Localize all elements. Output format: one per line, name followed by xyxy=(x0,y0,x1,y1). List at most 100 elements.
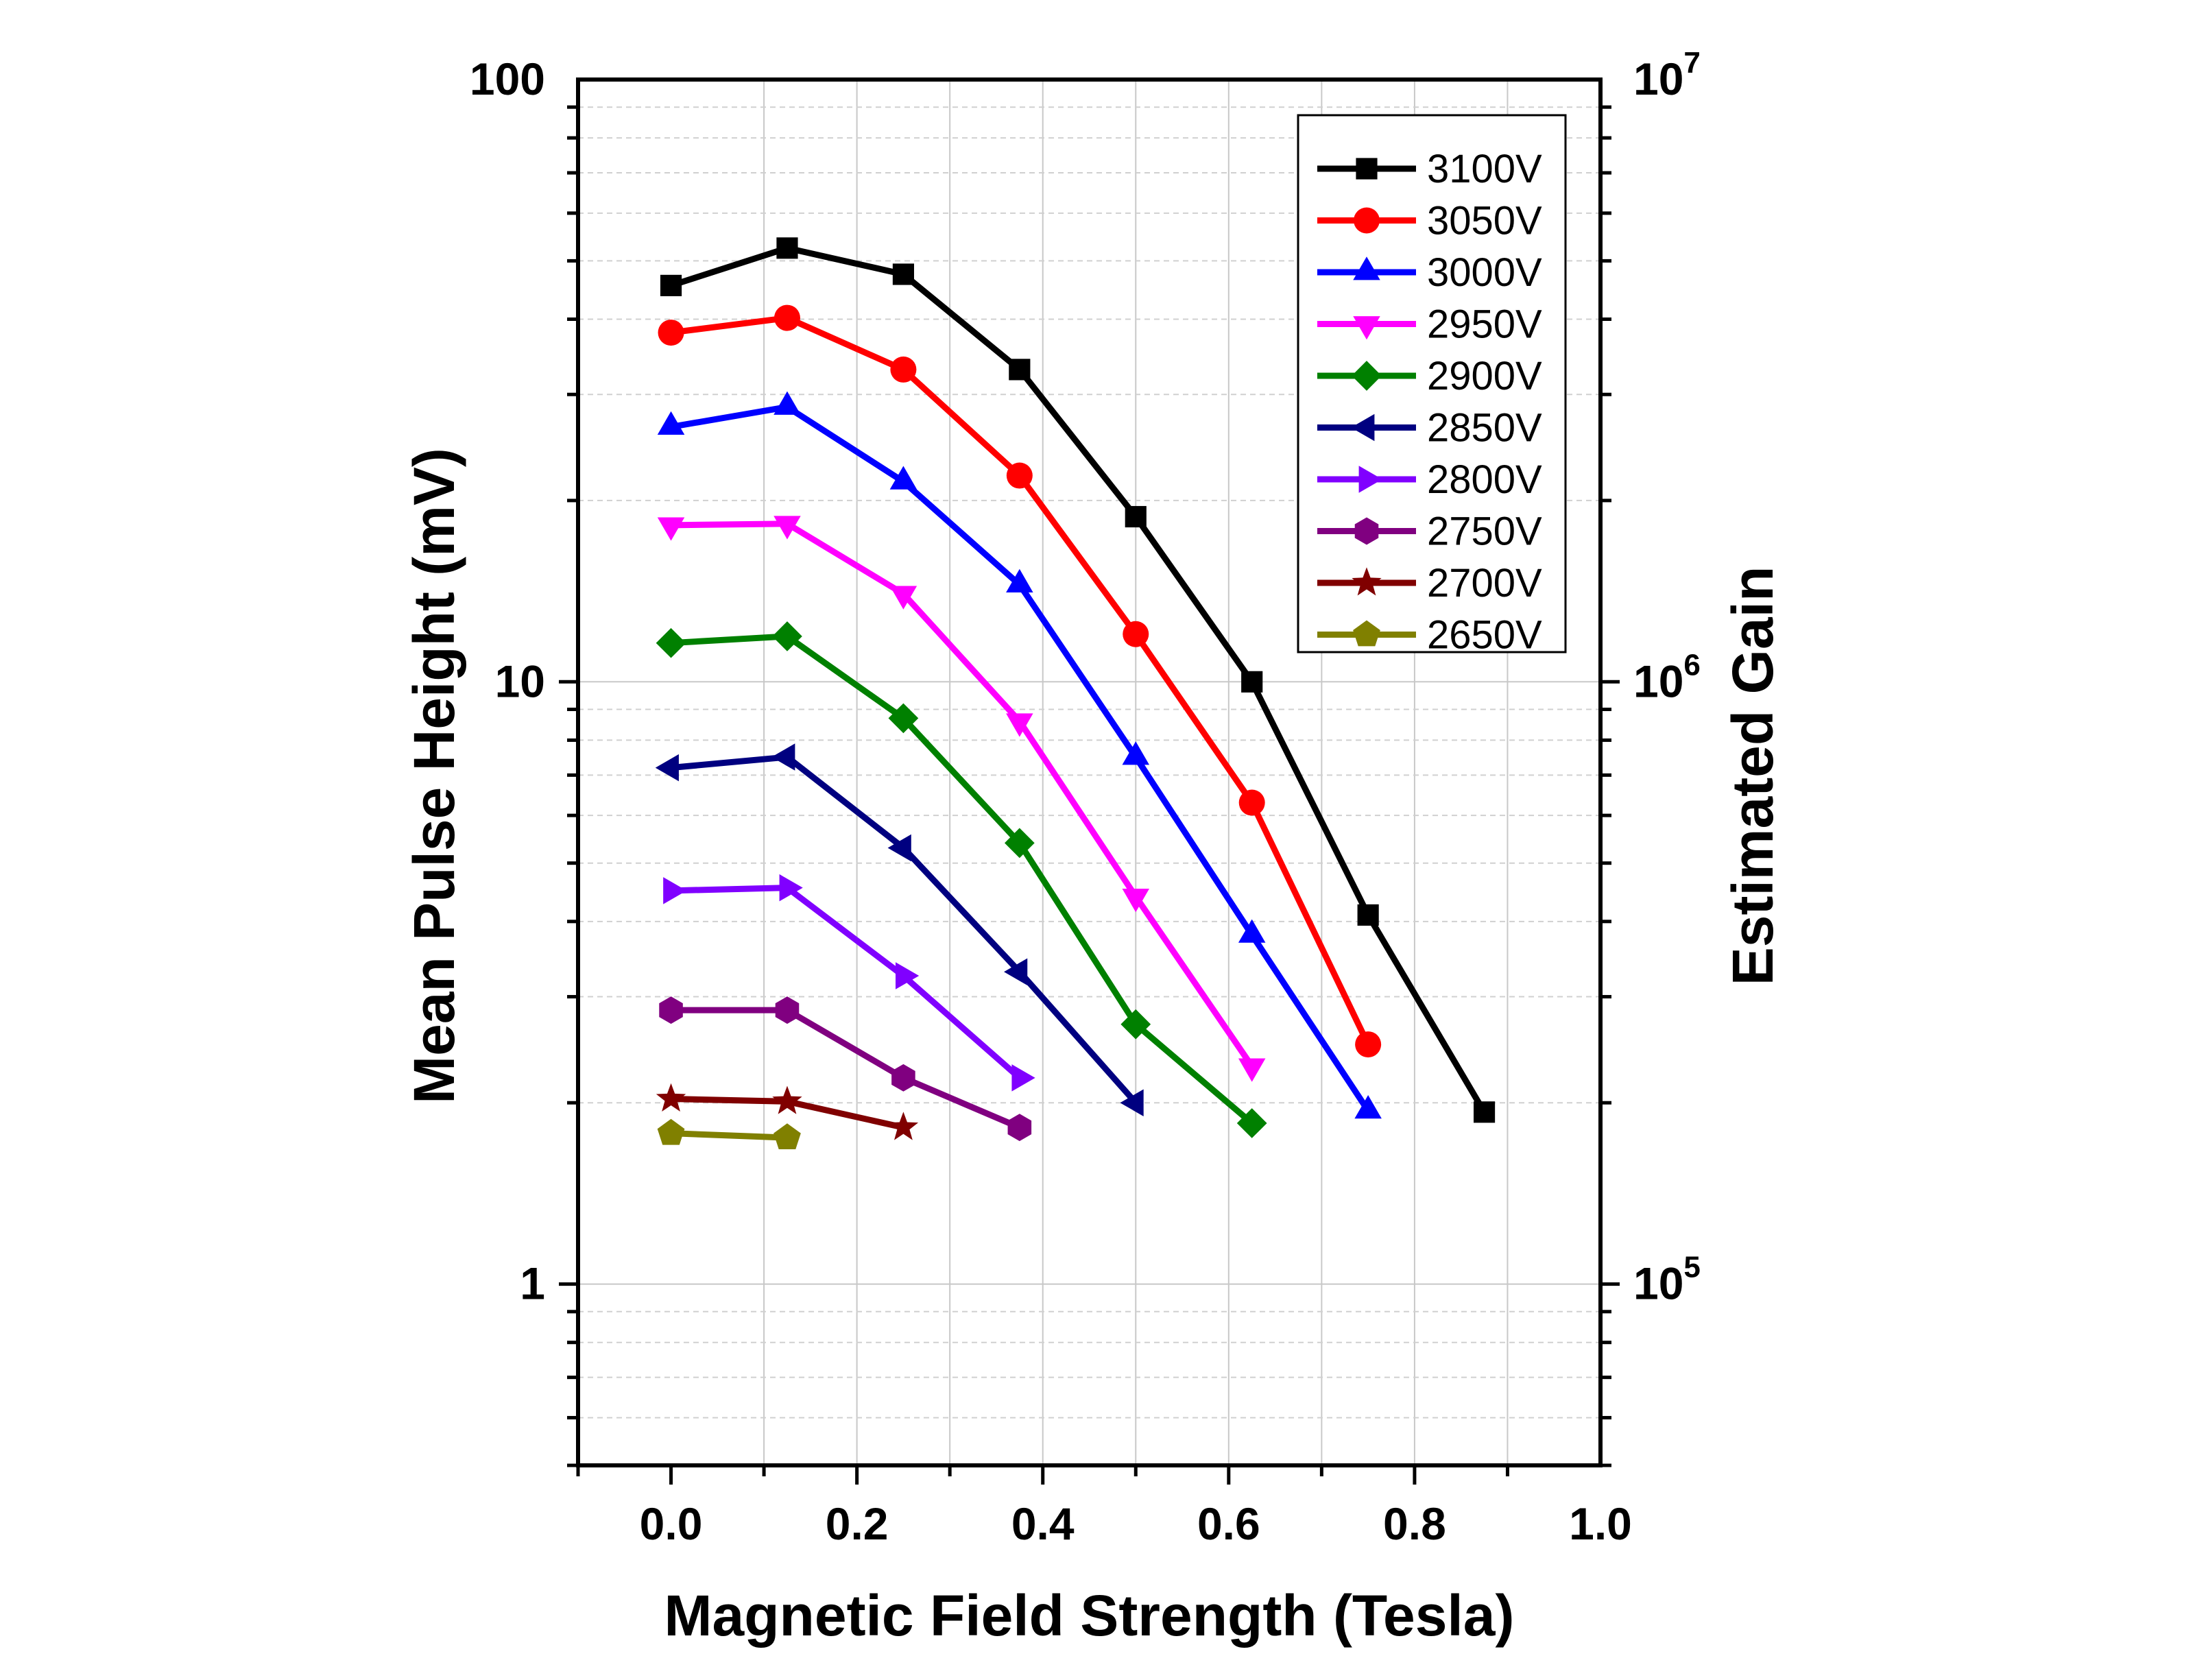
marker-triangle-right xyxy=(1011,1064,1035,1092)
marker-square xyxy=(1357,904,1379,926)
x-tick-label: 0.0 xyxy=(640,1498,703,1549)
marker-circle xyxy=(890,356,917,383)
marker-circle xyxy=(1355,1031,1382,1058)
legend-label: 2700V xyxy=(1427,561,1542,605)
series-line xyxy=(671,1130,788,1141)
legend-label: 2800V xyxy=(1427,457,1542,502)
legend: 3100V 3050V 3000V 2950V 2900V 2850V 2800V 2750V… xyxy=(1297,114,1567,658)
legend-item: 2750V xyxy=(1317,509,1542,554)
marker-triangle-down xyxy=(1006,713,1033,737)
y2-tick-label: 107 xyxy=(1633,46,1701,104)
series-line xyxy=(671,885,1022,1081)
legend-label: 2750V xyxy=(1427,509,1542,554)
marker-square xyxy=(1241,671,1263,693)
y2-tick-label: 105 xyxy=(1633,1251,1701,1309)
series-2750V xyxy=(659,996,1032,1142)
series-layer xyxy=(655,237,1496,1150)
legend-box xyxy=(1297,114,1567,653)
marker-triangle-up xyxy=(1353,256,1380,280)
marker-diamond xyxy=(656,627,686,658)
plot-frame xyxy=(576,77,1603,1467)
marker-triangle-left xyxy=(1351,413,1375,442)
marker-hexagon xyxy=(659,996,683,1024)
legend-item: 3100V xyxy=(1317,147,1542,191)
marker-hexagon xyxy=(1354,517,1379,545)
marker-square xyxy=(1356,158,1378,180)
marker-star xyxy=(656,1083,686,1112)
legend-item: 3050V xyxy=(1317,199,1542,243)
legend-label: 3050V xyxy=(1427,199,1542,243)
marker-diamond xyxy=(1004,828,1035,859)
series-2650V xyxy=(657,1118,801,1150)
legend-item: 2700V xyxy=(1317,561,1542,605)
legend-item: 2800V xyxy=(1317,457,1542,502)
marker-hexagon xyxy=(891,1064,915,1092)
marker-triangle-down xyxy=(1238,1058,1266,1082)
series-2700V xyxy=(656,1083,919,1140)
y2-axis-title: Estimated Gain xyxy=(1720,566,1785,986)
x-tick-label: 0.6 xyxy=(1197,1498,1260,1549)
legend-label: 3000V xyxy=(1427,250,1542,295)
marker-square xyxy=(660,274,682,296)
marker-triangle-down xyxy=(773,516,801,540)
marker-star xyxy=(888,1112,919,1140)
marker-triangle-down xyxy=(1353,316,1380,340)
legend-label: 2900V xyxy=(1427,354,1542,398)
marker-triangle-left xyxy=(1120,1089,1144,1116)
marker-circle xyxy=(658,320,684,346)
y2-tick-label: 106 xyxy=(1633,648,1701,706)
y-tick-label: 100 xyxy=(470,53,545,104)
marker-triangle-down xyxy=(1122,889,1150,913)
marker-triangle-right xyxy=(1358,466,1382,493)
marker-diamond xyxy=(1352,361,1382,391)
marker-triangle-up xyxy=(1354,1095,1382,1119)
series-2900V xyxy=(656,621,1267,1138)
marker-triangle-left xyxy=(887,834,911,862)
grid xyxy=(578,80,1600,1466)
x-tick-label: 1.0 xyxy=(1569,1498,1632,1549)
marker-triangle-left xyxy=(1004,958,1028,985)
y-axis-title: Mean Pulse Height (mV) xyxy=(402,448,466,1104)
marker-triangle-up xyxy=(657,411,685,435)
marker-diamond xyxy=(1236,1108,1267,1138)
marker-square xyxy=(776,237,798,259)
series-2850V xyxy=(655,743,1144,1116)
series-line xyxy=(671,633,1254,1126)
marker-square xyxy=(1125,505,1147,528)
marker-triangle-right xyxy=(779,874,803,902)
series-3050V xyxy=(658,304,1382,1058)
marker-circle xyxy=(1354,207,1380,234)
marker-triangle-up xyxy=(1006,568,1033,592)
marker-triangle-right xyxy=(663,877,687,904)
series-line xyxy=(671,1007,1021,1131)
series-3000V xyxy=(657,391,1382,1119)
x-axis-title: Magnetic Field Strength (Tesla) xyxy=(664,1583,1515,1648)
marker-square xyxy=(1009,359,1031,381)
x-tick-label: 0.8 xyxy=(1383,1498,1446,1549)
series-line xyxy=(671,520,1255,1068)
marker-circle xyxy=(1006,462,1033,489)
legend-label: 2950V xyxy=(1427,302,1542,347)
series-2800V xyxy=(663,874,1035,1092)
marker-hexagon xyxy=(1007,1114,1032,1142)
marker-pentagon xyxy=(1353,620,1380,647)
y-tick-label: 10 xyxy=(495,656,545,706)
marker-circle xyxy=(1238,789,1265,816)
marker-hexagon xyxy=(775,996,800,1024)
x-tick-label: 0.4 xyxy=(1011,1498,1075,1549)
marker-square xyxy=(1473,1101,1496,1123)
marker-pentagon xyxy=(657,1118,685,1145)
legend-item: 2950V xyxy=(1317,302,1542,347)
legend-item: 2900V xyxy=(1317,354,1542,398)
marker-pentagon xyxy=(773,1123,801,1150)
series-line xyxy=(670,245,1487,1114)
marker-triangle-up xyxy=(889,466,917,490)
legend-label: 2850V xyxy=(1427,406,1542,451)
marker-diamond xyxy=(888,703,919,734)
marker-triangle-left xyxy=(771,743,795,771)
series-3100V xyxy=(660,237,1496,1123)
marker-star xyxy=(772,1085,802,1114)
marker-triangle-down xyxy=(889,586,917,610)
x-tick-label: 0.2 xyxy=(826,1498,889,1549)
